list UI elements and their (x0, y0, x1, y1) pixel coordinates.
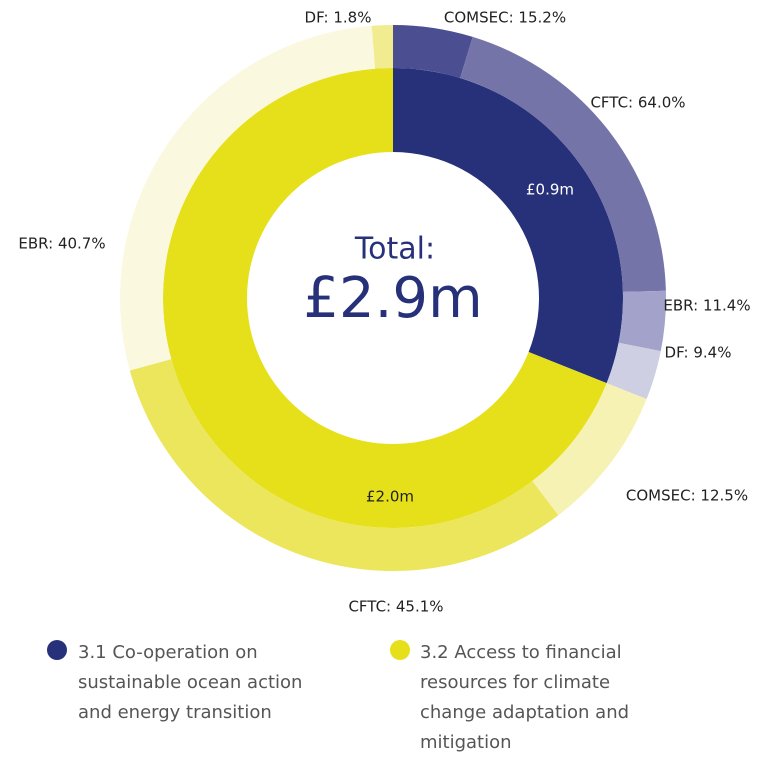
outer-segment (393, 25, 473, 79)
segment-label: £0.9m (526, 181, 574, 199)
outer-segment (532, 383, 647, 516)
segment-label: £2.0m (366, 488, 414, 506)
outer-segment (618, 290, 667, 352)
center-value: £2.9m (303, 266, 482, 331)
legend-label: 3.2 Access to financial resources for cl… (420, 642, 630, 753)
outer-label: DF: 1.8% (305, 9, 372, 27)
outer-segment (460, 36, 666, 292)
outer-segment (120, 25, 376, 371)
legend-marker (390, 640, 410, 660)
outer-segment (371, 25, 393, 69)
outer-label: EBR: 40.7% (18, 235, 105, 253)
outer-label: COMSEC: 12.5% (626, 487, 748, 505)
outer-label: COMSEC: 15.2% (444, 9, 566, 27)
outer-segment (606, 342, 661, 400)
outer-label: CFTC: 64.0% (590, 94, 685, 112)
center-title: Total: (354, 232, 435, 267)
inner-segment (393, 68, 623, 384)
outer-segment (129, 359, 559, 571)
outer-label: CFTC: 45.1% (348, 598, 443, 616)
legend-label: 3.1 Co-operation on sustainable ocean ac… (78, 642, 303, 723)
inner-segment (163, 68, 607, 528)
outer-label: DF: 9.4% (665, 344, 732, 362)
outer-label: EBR: 11.4% (663, 297, 750, 315)
legend-marker (47, 640, 67, 660)
